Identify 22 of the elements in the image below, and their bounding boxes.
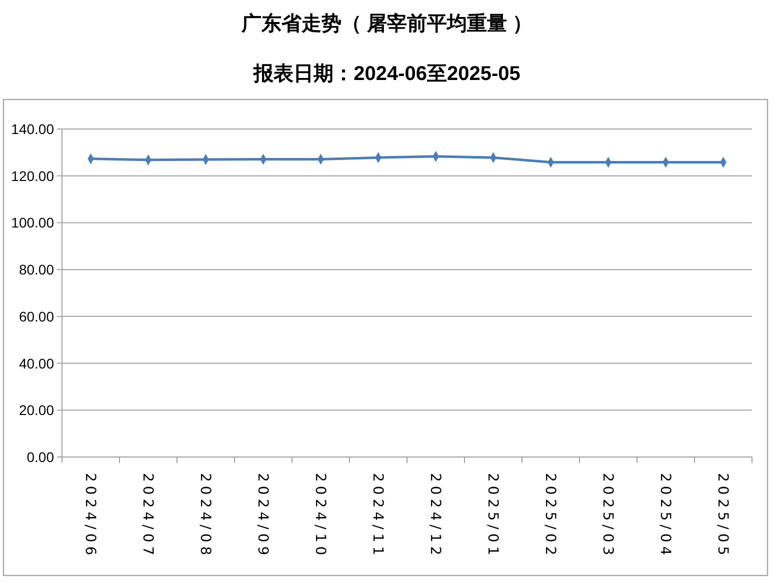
xtick-label: 2024/09 [254,473,270,560]
ytick-label: 40.00 [18,355,54,372]
xtick-label: 2025/05 [714,473,730,560]
xtick-label: 2025/01 [484,473,500,560]
xtick-label: 2025/02 [542,473,558,560]
ytick-label: 140.00 [11,121,54,137]
xtick-label: 2024/10 [312,473,328,560]
xtick-label: 2024/08 [196,473,213,560]
ytick-label: 0.00 [26,449,54,465]
ytick-label: 100.00 [11,214,54,231]
title: 广东省走势（ 屠宰前平均重量 ） [241,13,533,35]
ytick-label: 120.00 [11,168,54,184]
xtick-label: 2024/12 [426,473,443,560]
ytick-label: 20.00 [18,402,54,418]
xtick-label: 2024/07 [139,473,156,560]
xtick-label: 2024/06 [82,473,98,560]
subtitle: 报表日期：2024-06至2025-05 [254,63,520,85]
xtick-label: 2025/04 [656,473,673,560]
xtick-label: 2024/11 [369,473,386,560]
ytick-label: 60.00 [18,308,54,324]
ytick-label: 80.00 [18,262,54,278]
xtick-label: 2025/03 [599,473,616,560]
